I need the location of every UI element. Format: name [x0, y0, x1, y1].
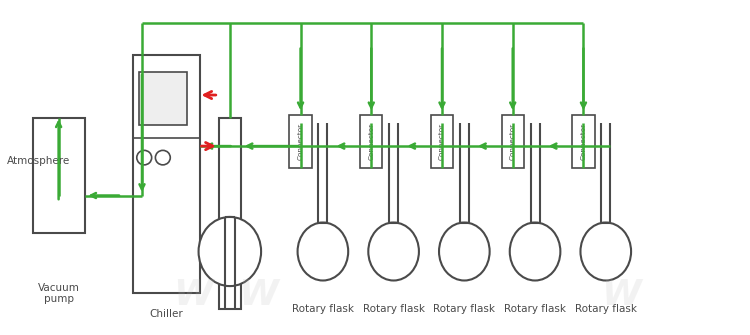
Text: Rotary flask: Rotary flask: [504, 304, 566, 314]
Text: Connector: Connector: [298, 123, 304, 160]
Text: Atmosphere: Atmosphere: [7, 156, 70, 166]
Bar: [219, 118, 241, 309]
Bar: [572, 115, 595, 168]
Text: Connector: Connector: [439, 123, 445, 160]
Ellipse shape: [368, 222, 419, 280]
Bar: [290, 115, 312, 168]
Ellipse shape: [136, 150, 152, 165]
Text: Chiller: Chiller: [150, 309, 184, 319]
Ellipse shape: [298, 222, 348, 280]
Ellipse shape: [199, 217, 261, 286]
Text: Rotary flask: Rotary flask: [292, 304, 354, 314]
Ellipse shape: [580, 222, 631, 280]
Text: Connector: Connector: [510, 123, 516, 160]
Text: Rotary flask: Rotary flask: [574, 304, 637, 314]
Text: Connector: Connector: [368, 123, 374, 160]
Text: Connector: Connector: [580, 123, 586, 160]
Bar: [502, 115, 524, 168]
Ellipse shape: [510, 222, 560, 280]
Ellipse shape: [439, 222, 490, 280]
Bar: [360, 115, 382, 168]
Bar: [133, 56, 200, 293]
Ellipse shape: [155, 150, 170, 165]
Text: W  W: W W: [173, 278, 278, 313]
Bar: [430, 115, 453, 168]
Text: W: W: [601, 278, 640, 313]
Text: Vacuum
pump: Vacuum pump: [38, 283, 80, 304]
Text: Rotary flask: Rotary flask: [433, 304, 495, 314]
Bar: [32, 118, 85, 233]
Text: Rotary flask: Rotary flask: [362, 304, 424, 314]
Bar: [139, 72, 188, 125]
